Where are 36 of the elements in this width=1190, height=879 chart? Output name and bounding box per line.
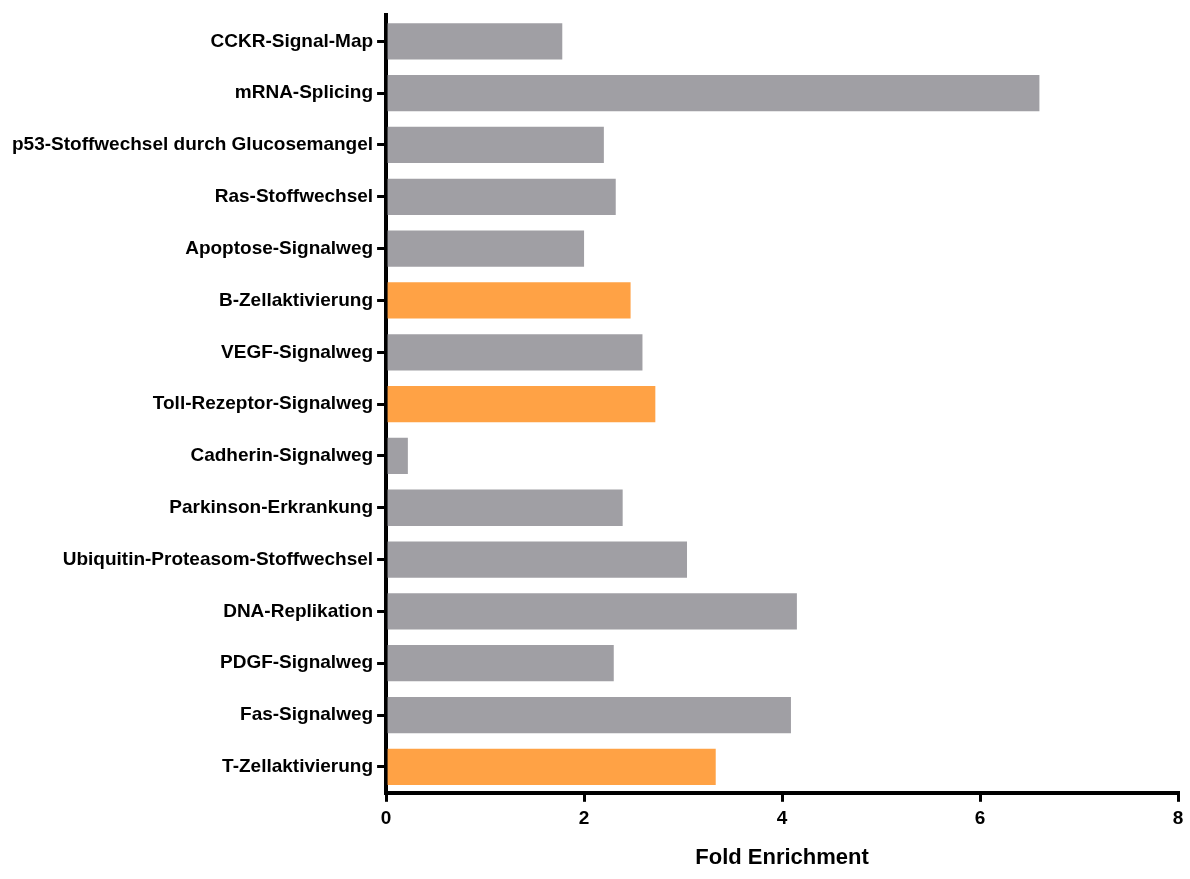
x-tick-label: 0	[380, 807, 392, 829]
x-axis-title: Fold Enrichment	[695, 843, 870, 869]
y-tick-label: Fas-Signalweg	[240, 703, 374, 725]
y-tick-label: Ras-Stoffwechsel	[214, 185, 374, 207]
y-tick-label: VEGF-Signalweg	[221, 340, 374, 362]
y-tick-label: PDGF-Signalweg	[220, 651, 374, 673]
bar	[387, 385, 656, 423]
y-tick-label: T-Zellaktivierung	[222, 755, 374, 777]
x-tick-label: 2	[578, 807, 590, 829]
y-tick-label: mRNA-Splicing	[234, 81, 374, 103]
x-tick-label: 6	[974, 807, 986, 829]
bar	[387, 334, 643, 371]
y-tick-label: B-Zellaktivierung	[218, 288, 374, 310]
y-tick-label: Cadherin-Signalweg	[190, 444, 374, 466]
x-tick-label: 4	[776, 807, 788, 829]
y-tick-label: p53-Stoffwechsel durch Glucosemangel	[11, 133, 374, 155]
bar	[387, 541, 688, 578]
bar	[387, 437, 408, 475]
y-tick-label: Ubiquitin-Proteasom-Stoffwechsel	[62, 547, 374, 569]
bar	[387, 593, 797, 630]
x-tick-label: 8	[1172, 807, 1184, 829]
y-tick-label: Toll-Rezeptor-Signalweg	[152, 392, 374, 414]
y-tick-label: CCKR-Signal-Map	[210, 29, 374, 51]
bar	[387, 645, 614, 682]
bar	[387, 489, 623, 526]
bar	[387, 23, 563, 60]
bar	[387, 282, 631, 319]
bar	[387, 75, 1040, 112]
bar	[387, 748, 716, 786]
bar	[387, 178, 616, 215]
bar	[387, 126, 604, 164]
y-tick-label: Parkinson-Erkrankung	[169, 495, 374, 517]
y-tick-label: DNA-Replikation	[223, 599, 374, 621]
bar	[387, 696, 791, 734]
y-tick-label: Apoptose-Signalweg	[185, 236, 374, 258]
bar	[387, 230, 585, 267]
